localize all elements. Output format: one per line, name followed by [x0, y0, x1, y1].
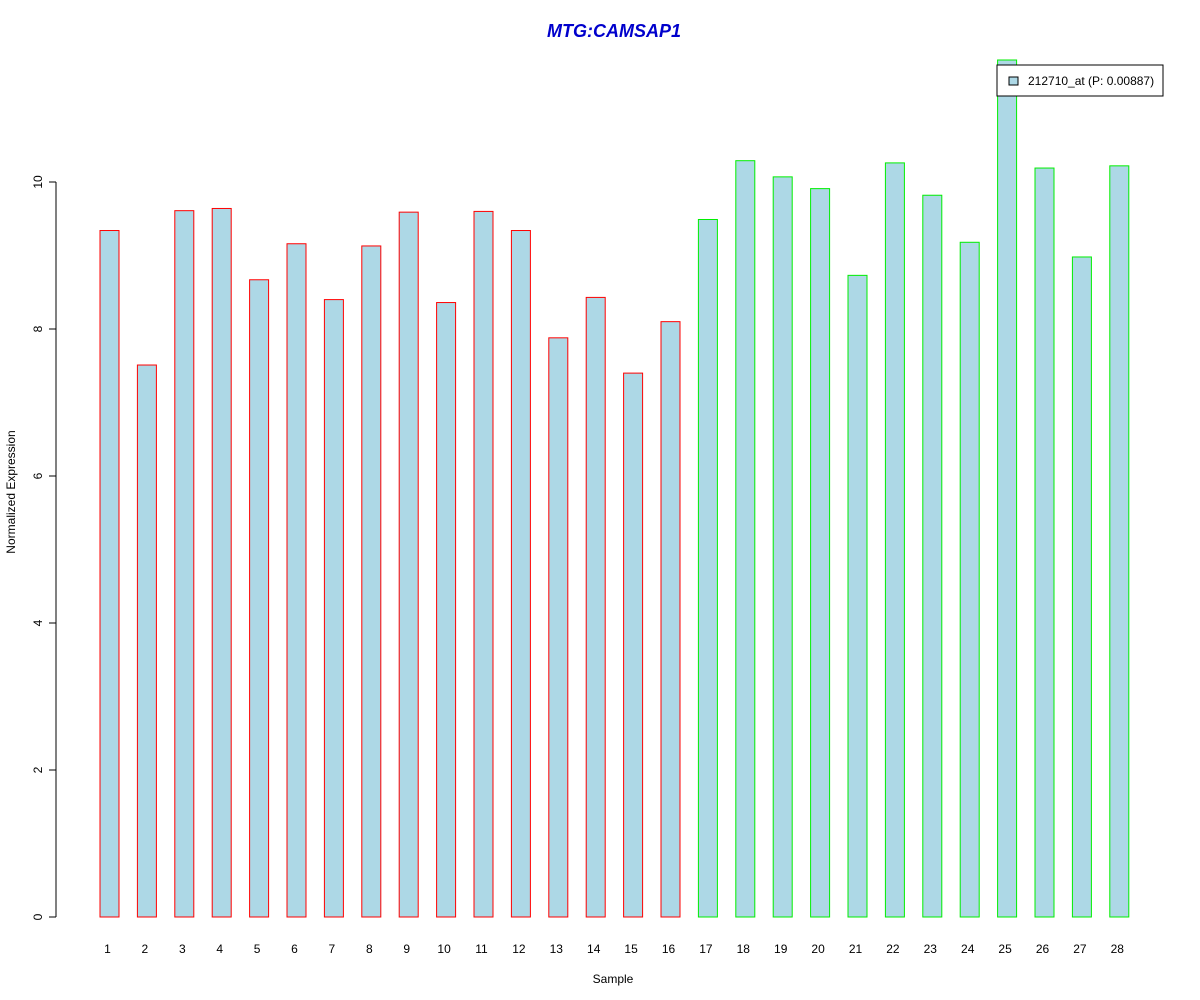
y-tick-label: 10: [31, 175, 45, 189]
bar-sample-7: [323, 299, 344, 918]
bar-sample-13: [548, 337, 569, 918]
bar-sample-6: [286, 243, 307, 918]
x-tick-label: 20: [811, 942, 825, 956]
x-tick-label: 23: [924, 942, 938, 956]
bar-sample-20: [810, 188, 831, 918]
bar-sample-12: [510, 230, 531, 918]
x-tick-label: 5: [254, 942, 261, 956]
bars-group: [99, 59, 1130, 918]
bar-sample-16: [660, 321, 681, 918]
x-tick-label: 4: [216, 942, 223, 956]
bar-sample-2: [136, 364, 157, 918]
legend-swatch: [1008, 76, 1019, 86]
bar-sample-5: [249, 279, 270, 918]
bar-sample-21: [847, 274, 868, 918]
bar-sample-27: [1071, 256, 1092, 918]
x-tick-label: 25: [998, 942, 1012, 956]
chart-title: MTG:CAMSAP1: [547, 21, 681, 41]
x-tick-label: 11: [475, 942, 488, 956]
x-tick-label: 28: [1111, 942, 1125, 956]
legend-label: 212710_at (P: 0.00887): [1028, 74, 1154, 88]
x-tick-label: 2: [142, 942, 149, 956]
x-tick-label: 18: [737, 942, 751, 956]
bar-sample-10: [436, 302, 457, 918]
x-axis-label: Sample: [593, 972, 634, 986]
bar-sample-26: [1034, 167, 1055, 918]
y-tick-label: 6: [31, 472, 45, 479]
bar-sample-18: [735, 160, 756, 918]
y-axis: 0 2 4 6 8 10: [31, 175, 57, 920]
x-tick-labels: 1 2 3 4 5 6 7 8 9 10 11 12 13 14 15 16 17 18 19 20 21 22 23 24 2…: [104, 942, 1124, 956]
x-tick-label: 10: [437, 942, 451, 956]
x-tick-label: 21: [849, 942, 863, 956]
x-tick-label: 26: [1036, 942, 1050, 956]
x-tick-label: 3: [179, 942, 186, 956]
bar-sample-23: [922, 194, 943, 918]
x-tick-label: 15: [624, 942, 638, 956]
x-tick-label: 17: [699, 942, 713, 956]
legend-box: [996, 64, 1164, 97]
x-tick-label: 12: [512, 942, 526, 956]
y-tick-label: 8: [31, 325, 45, 332]
x-tick-label: 6: [291, 942, 298, 956]
bar-sample-28: [1109, 165, 1130, 918]
x-tick-label: 16: [662, 942, 676, 956]
y-tick-label: 0: [31, 913, 45, 920]
x-tick-label: 1: [104, 942, 111, 956]
legend: 212710_at (P: 0.00887): [996, 64, 1164, 97]
x-tick-label: 8: [366, 942, 373, 956]
bar-sample-1: [99, 230, 120, 918]
bar-sample-25: [997, 59, 1018, 918]
x-tick-label: 27: [1073, 942, 1087, 956]
y-axis-label: Normalized Expression: [4, 430, 18, 553]
bar-sample-19: [772, 176, 793, 918]
bar-sample-9: [398, 211, 419, 918]
bar-sample-8: [361, 245, 382, 918]
x-tick-label: 24: [961, 942, 975, 956]
bar-sample-11: [473, 210, 494, 918]
bar-sample-17: [697, 218, 718, 918]
x-tick-label: 14: [587, 942, 601, 956]
y-tick-label: 2: [31, 766, 45, 773]
x-tick-label: 7: [329, 942, 336, 956]
x-tick-label: 19: [774, 942, 788, 956]
bar-sample-3: [174, 210, 195, 918]
bar-sample-4: [211, 207, 232, 918]
y-tick-label: 4: [31, 619, 45, 626]
bar-sample-24: [959, 241, 980, 918]
bar-sample-14: [585, 296, 606, 918]
x-tick-label: 13: [550, 942, 564, 956]
bar-sample-22: [884, 162, 905, 918]
x-tick-label: 9: [403, 942, 410, 956]
bar-sample-15: [623, 372, 644, 918]
x-tick-label: 22: [886, 942, 900, 956]
